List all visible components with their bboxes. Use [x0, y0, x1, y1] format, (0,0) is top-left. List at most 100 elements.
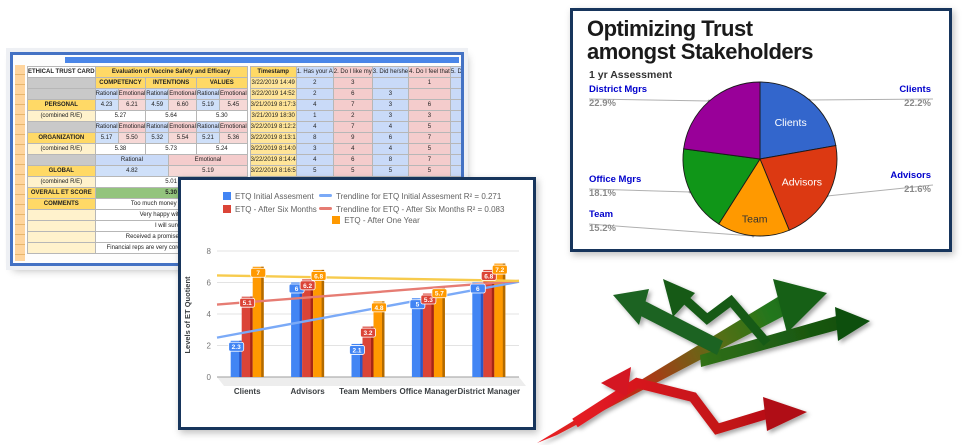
sheet-cell: OVERALL ET SCORE: [27, 187, 96, 199]
sheet-cell: [27, 220, 96, 232]
bar-value-label: 7.2: [495, 267, 504, 274]
sheet-cell: [27, 231, 96, 243]
survey-cell: 3: [449, 110, 461, 122]
pie-slice-district-mgrs: [683, 81, 761, 160]
sheet-cell: COMMENTS: [27, 198, 96, 210]
pie-chart-panel: Optimizing Trust amongst Stakeholders 1 …: [570, 8, 952, 252]
sheet-cell: Emotional: [168, 154, 248, 166]
survey-cell: 7: [408, 154, 451, 166]
pie-chart-subtitle: 1 yr Assessment: [589, 69, 673, 81]
survey-cell: 4: [332, 143, 373, 155]
survey-cell: 3: [371, 88, 410, 100]
bar-advisors: [302, 279, 314, 377]
survey-cell: 4: [449, 143, 461, 155]
sheet-cell: 4.59: [145, 99, 170, 111]
bar-value-label: 5.1: [243, 300, 252, 307]
survey-cell: 3: [295, 143, 334, 155]
legend-item-oneyear: ETQ - After One Year: [332, 216, 420, 225]
pie-label-office-mgrs: Office Mgrs 18.1%: [589, 174, 642, 199]
survey-cell: 5: [408, 143, 451, 155]
survey-cell: 1: [408, 77, 451, 89]
pie-leader-line: [588, 188, 691, 193]
survey-cell: 5: [371, 165, 410, 177]
bar-value-chip: [299, 280, 316, 291]
survey-cell: 1. Has your A: [295, 66, 334, 78]
pie-leader-line: [588, 98, 710, 102]
survey-cell: 3: [371, 110, 410, 122]
bar-value-chip: [491, 264, 508, 275]
sheet-cell: (combined R/E): [27, 110, 96, 122]
survey-cell: 1: [295, 110, 334, 122]
survey-cell: Timestamp: [249, 66, 297, 78]
bar-value-chip: [310, 271, 327, 281]
sheet-header-strip: [65, 57, 459, 63]
sheet-cell: 5.24: [195, 143, 248, 155]
bar-value-chip: [431, 288, 448, 299]
survey-cell: 5: [449, 121, 461, 133]
survey-cell: 7: [408, 132, 451, 144]
bar-value-label: 6.2: [303, 283, 312, 290]
red-zigzag-head: [763, 397, 807, 431]
sheet-cell: 6.21: [117, 99, 147, 111]
survey-cell: [408, 88, 451, 100]
pie-chart-title: Optimizing Trust amongst Stakeholders: [587, 17, 813, 63]
bar-value-label: 7: [256, 270, 260, 277]
survey-cell: 6: [408, 99, 451, 111]
sheet-body: ETHICAL TRUST CARD Evaluation of Vaccine …: [27, 66, 461, 254]
sheet-cell: 5.54: [168, 132, 197, 144]
bar-clients: [230, 340, 242, 377]
sheet-cell: [27, 154, 96, 166]
bar-value-label: 2.1: [352, 347, 361, 354]
survey-cell: 4: [295, 121, 334, 133]
pie-slice-advisors: [759, 145, 838, 231]
bar-shade: [360, 343, 363, 377]
survey-cell: 4: [371, 143, 410, 155]
survey-cell: 3/21/2019 8:17:3: [249, 99, 297, 111]
sheet-cell: Emotional: [168, 88, 197, 100]
bar-advisors: [291, 282, 303, 377]
sheet-cell: 4.82: [94, 165, 170, 177]
bar-office-manager: [433, 287, 445, 377]
bar-shade: [382, 301, 385, 377]
survey-cell: 3: [371, 99, 410, 111]
bar-clients: [241, 296, 253, 377]
survey-cell: 4: [295, 99, 334, 111]
legend-swatch-sixmonths: [223, 205, 231, 213]
sheet-cell: (combined R/E): [27, 176, 96, 188]
survey-cell: 6: [371, 132, 410, 144]
sheet-cell: [27, 88, 96, 100]
bar-shade: [491, 269, 495, 377]
sheet-cell: PERSONAL: [27, 99, 96, 111]
pie-slice-label: Team: [742, 213, 768, 225]
bar-value-label: 6.8: [484, 273, 493, 280]
bar-office-manager: [422, 293, 434, 377]
bar-value-label: 5: [416, 302, 420, 309]
survey-cell: 3/22/2019 8:14:0: [249, 143, 297, 155]
bar-shade: [250, 296, 253, 377]
sheet-cell: Evaluation of Vaccine Safety and Efficac…: [94, 66, 248, 78]
survey-cell: 3/22/2019 14:52: [249, 88, 297, 100]
survey-cell: 7: [332, 121, 373, 133]
green-branch-right-head: [835, 307, 870, 341]
ethical-trust-card-sheet: ETHICAL TRUST CARD Evaluation of Vaccine …: [10, 52, 464, 266]
legend-label: Trendline for ETQ - After Six Months R² …: [336, 205, 505, 214]
bar-district-manager: [483, 269, 495, 377]
bar-value-label: 6: [295, 286, 299, 293]
survey-cell: 7: [332, 99, 373, 111]
sheet-cell: ETHICAL TRUST CARD: [27, 66, 96, 78]
legend-swatch-trend-sixmonths: [319, 207, 332, 210]
bar-shade: [299, 282, 303, 377]
y-tick-label: 6: [207, 279, 212, 288]
sheet-cell: (combined R/E): [27, 143, 96, 155]
stakeholder-pie-chart: Clients Advisors Team: [588, 81, 934, 238]
bar-value-label: 2.3: [232, 344, 241, 351]
survey-cell: 6: [449, 77, 461, 89]
pie-label-team: Team 15.2%: [589, 209, 616, 234]
pie-slice-team: [718, 158, 790, 237]
sheet-cell: Rational: [195, 88, 220, 100]
survey-cell: 3/22/2019 14:49: [249, 77, 297, 89]
bar-value-chip: [469, 283, 486, 294]
survey-cell: 3/22/2019 8:12:2: [249, 121, 297, 133]
survey-cell: 5. Did he/she kn: [449, 66, 461, 78]
bar-value-chip: [371, 302, 387, 313]
